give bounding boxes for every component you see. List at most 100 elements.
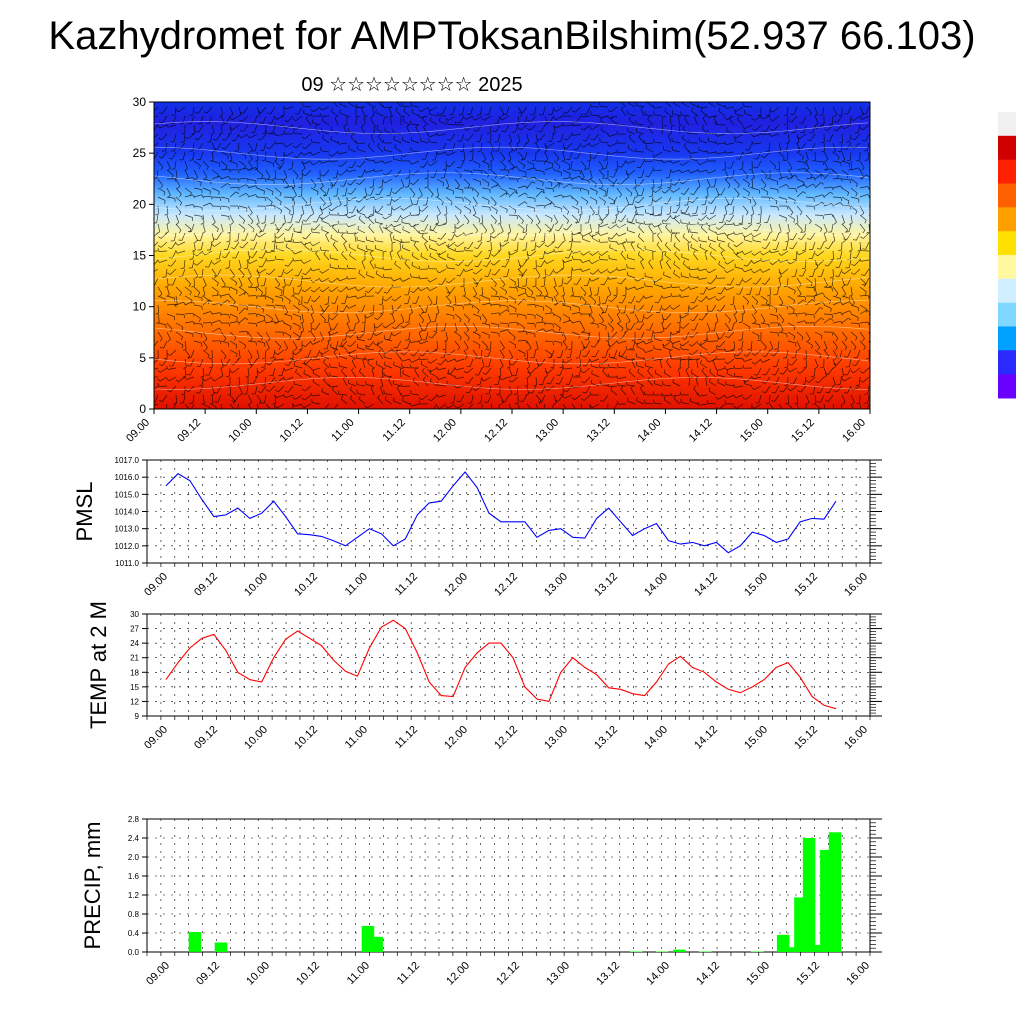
xtick-label: 09.12 <box>194 960 222 988</box>
ytick-label: 5 <box>139 351 146 365</box>
xtick-label: 15.00 <box>744 960 772 988</box>
xtick-label: 15.12 <box>792 724 820 752</box>
xtick-label: 10.12 <box>292 724 320 752</box>
xtick-label: 16.00 <box>844 960 872 988</box>
xtick-label: 11.12 <box>393 724 420 751</box>
xtick-label: 10.12 <box>292 571 320 599</box>
xtick-label: 14.12 <box>692 724 720 752</box>
chart-subtitle: 09 ☆☆☆☆☆☆☆☆ 2025 <box>301 74 523 96</box>
ytick-label: 15 <box>130 683 139 692</box>
xtick-label: 16.00 <box>842 571 870 599</box>
xtick-label: 09.12 <box>175 417 203 445</box>
xtick-label: 09.00 <box>142 571 170 599</box>
ytick-label: 1015.0 <box>115 490 140 499</box>
xtick-label: 10.00 <box>226 417 254 445</box>
ytick-label: 1.6 <box>128 872 140 881</box>
xtick-label: 11.00 <box>345 960 372 987</box>
ytick-label: 1017.0 <box>115 456 140 465</box>
precip-bar <box>214 942 228 952</box>
colorbar-segment <box>998 231 1016 256</box>
xtick-label: 15.00 <box>742 571 770 599</box>
ytick-label: 0.8 <box>128 910 140 919</box>
xtick-label: 12.00 <box>442 571 470 599</box>
xtick-label: 12.00 <box>442 724 470 752</box>
colorbar-segment <box>998 326 1016 351</box>
colorbar-segment <box>998 374 1016 399</box>
series-line <box>165 471 837 554</box>
xtick-label: 13.00 <box>533 417 561 445</box>
precip-bar <box>699 951 712 952</box>
xtick-label: 10.12 <box>278 417 306 445</box>
ytick-label: 15 <box>133 249 147 263</box>
xtick-label: 13.00 <box>544 960 572 988</box>
precip-bar <box>673 949 686 952</box>
xtick-label: 12.00 <box>431 417 459 445</box>
ytick-label: 18 <box>130 668 139 677</box>
xtick-label: 09.00 <box>142 724 170 752</box>
xtick-label: 13.00 <box>542 724 570 752</box>
pmsl-panel: 1011.0 1012.0 1013.0 1014.0 1015.0 1016.0 1017… <box>72 456 882 599</box>
ytick-label: 2.4 <box>128 834 140 843</box>
xtick-label: 09.12 <box>192 571 220 599</box>
xtick-label: 09.00 <box>124 417 152 445</box>
xtick-label: 11.00 <box>343 724 370 751</box>
ytick-label: 0 <box>139 402 146 416</box>
ytick-label: 0.0 <box>128 948 140 957</box>
xtick-label: 11.12 <box>380 417 407 444</box>
xtick-label: 12.12 <box>492 571 520 599</box>
y-axis-label: TEMP at 2 M <box>86 601 111 729</box>
xtick-label: 13.00 <box>542 571 570 599</box>
xtick-label: 10.12 <box>294 960 322 988</box>
xtick-label: 16.00 <box>840 417 868 445</box>
ytick-label: 21 <box>130 654 139 663</box>
precip-bar <box>802 838 816 952</box>
colorbar-segment <box>998 255 1016 280</box>
colorbar-segment <box>998 183 1016 208</box>
colorbar-segment <box>998 112 1016 137</box>
ytick-label: 2.8 <box>128 815 140 824</box>
precip-bar <box>655 951 669 952</box>
ytick-label: 2.0 <box>128 853 140 862</box>
xtick-label: 14.00 <box>642 571 670 599</box>
precip-bar <box>811 944 824 952</box>
precip-bar <box>751 951 764 952</box>
xtick-label: 14.12 <box>692 571 720 599</box>
ytick-label: 1014.0 <box>115 508 140 517</box>
xtick-label: 13.12 <box>594 960 622 988</box>
xtick-label: 14.12 <box>694 960 722 988</box>
ytick-label: 9 <box>135 712 140 721</box>
ytick-label: 20 <box>133 197 147 211</box>
xtick-label: 15.12 <box>789 417 817 445</box>
ytick-label: 1016.0 <box>115 473 140 482</box>
xtick-label: 15.12 <box>794 960 822 988</box>
series-line <box>165 619 837 710</box>
ytick-label: 24 <box>130 639 139 648</box>
colorbar-segment <box>998 278 1016 304</box>
xtick-label: 09.00 <box>144 960 172 988</box>
colorbar-segment <box>998 302 1016 327</box>
chart-title: Kazhydromet for AMPToksanBilshim(52.937 … <box>48 14 976 58</box>
ytick-label: 12 <box>130 697 139 706</box>
xtick-label: 10.00 <box>244 960 272 988</box>
xtick-label: 12.12 <box>492 724 520 752</box>
ytick-label: 1.2 <box>128 891 140 900</box>
xtick-label: 15.00 <box>742 724 770 752</box>
ytick-label: 1013.0 <box>115 525 140 534</box>
xtick-label: 09.12 <box>192 724 220 752</box>
cross-section-panel: 0 5 10 15 20 25 30 09.00 09.12 10.00 10.12 11.00 11.… <box>124 95 871 445</box>
colorbar-segment <box>998 350 1016 375</box>
xtick-label: 11.00 <box>343 571 370 598</box>
y-axis-label: PMSL <box>72 482 97 542</box>
colorbar-segment <box>998 135 1016 161</box>
xtick-label: 11.00 <box>329 417 356 444</box>
xtick-label: 14.00 <box>642 724 670 752</box>
xtick-label: 10.00 <box>242 571 270 599</box>
xtick-label: 15.12 <box>792 571 820 599</box>
xtick-label: 16.00 <box>842 724 870 752</box>
precip-bar <box>785 947 798 953</box>
ytick-label: 1011.0 <box>115 559 139 568</box>
xtick-label: 14.00 <box>636 417 664 445</box>
xtick-label: 13.12 <box>592 571 620 599</box>
xtick-label: 14.12 <box>687 417 715 445</box>
xtick-label: 10.00 <box>242 724 270 752</box>
